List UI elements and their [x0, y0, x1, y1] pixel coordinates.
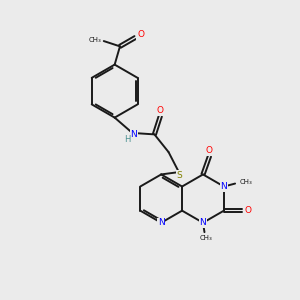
Text: CH₃: CH₃ — [200, 235, 212, 241]
Text: O: O — [137, 30, 144, 39]
Text: S: S — [177, 171, 182, 180]
Text: CH₃: CH₃ — [239, 179, 252, 185]
Text: N: N — [220, 182, 227, 191]
Text: N: N — [158, 218, 165, 227]
Text: N: N — [130, 130, 137, 139]
Text: O: O — [244, 206, 252, 215]
Text: O: O — [206, 146, 213, 155]
Text: H: H — [124, 135, 130, 144]
Text: O: O — [157, 106, 164, 115]
Text: CH₃: CH₃ — [89, 37, 101, 43]
Text: N: N — [200, 218, 206, 227]
